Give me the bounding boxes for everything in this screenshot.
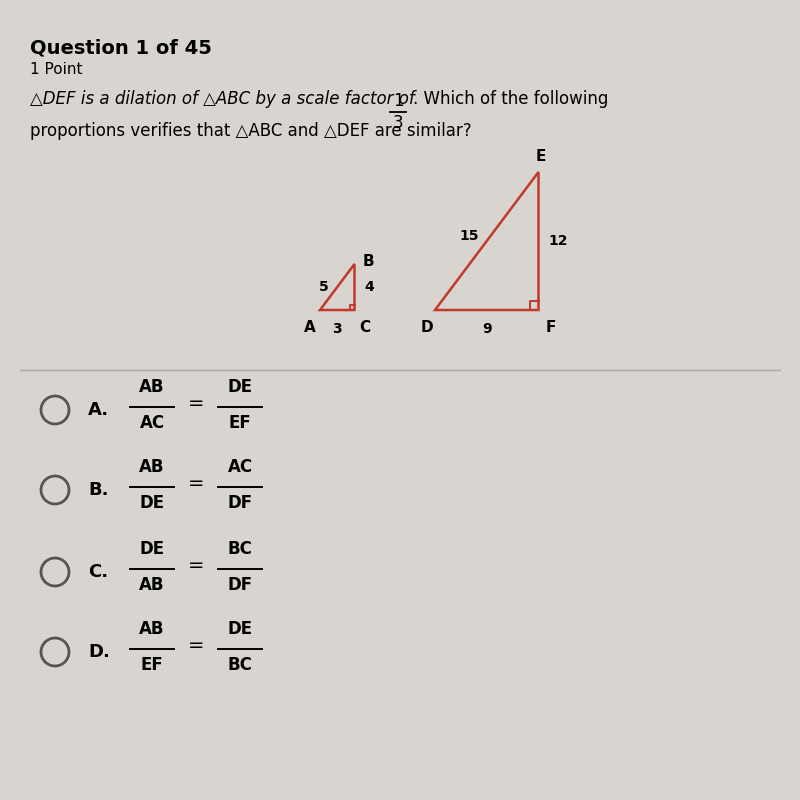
Text: AC: AC: [139, 414, 165, 432]
Text: EF: EF: [141, 656, 163, 674]
Text: A: A: [304, 320, 316, 335]
Text: B: B: [362, 254, 374, 270]
Text: DE: DE: [139, 540, 165, 558]
Text: D: D: [421, 320, 434, 335]
Text: 15: 15: [459, 229, 478, 243]
Text: 12: 12: [549, 234, 568, 248]
Text: DF: DF: [227, 576, 253, 594]
Text: =: =: [188, 474, 204, 494]
Text: proportions verifies that △ABC and △DEF are similar?: proportions verifies that △ABC and △DEF …: [30, 122, 472, 140]
Text: E: E: [535, 149, 546, 164]
Text: AC: AC: [227, 458, 253, 476]
Text: 4: 4: [365, 280, 374, 294]
Text: DE: DE: [227, 620, 253, 638]
Text: AB: AB: [139, 378, 165, 396]
Text: AB: AB: [139, 576, 165, 594]
Text: 1: 1: [393, 92, 403, 110]
Text: 5: 5: [318, 280, 328, 294]
Text: 9: 9: [482, 322, 491, 336]
Text: △DEF is a dilation of △ABC by a scale factor of: △DEF is a dilation of △ABC by a scale fa…: [30, 90, 420, 108]
Text: =: =: [188, 637, 204, 655]
Text: C: C: [359, 320, 370, 335]
Text: =: =: [188, 394, 204, 414]
Text: . Which of the following: . Which of the following: [413, 90, 608, 108]
Text: C.: C.: [88, 563, 108, 581]
Text: BC: BC: [227, 540, 253, 558]
Text: Question 1 of 45: Question 1 of 45: [30, 38, 212, 57]
Text: 1 Point: 1 Point: [30, 62, 82, 77]
Text: F: F: [546, 320, 556, 335]
Text: BC: BC: [227, 656, 253, 674]
Text: EF: EF: [229, 414, 251, 432]
Text: DE: DE: [139, 494, 165, 512]
Text: A.: A.: [88, 401, 109, 419]
Text: B.: B.: [88, 481, 109, 499]
Text: AB: AB: [139, 458, 165, 476]
Text: =: =: [188, 557, 204, 575]
Text: DE: DE: [227, 378, 253, 396]
Text: DF: DF: [227, 494, 253, 512]
Text: AB: AB: [139, 620, 165, 638]
Text: 3: 3: [333, 322, 342, 336]
Text: D.: D.: [88, 643, 110, 661]
Text: 3: 3: [393, 114, 403, 132]
